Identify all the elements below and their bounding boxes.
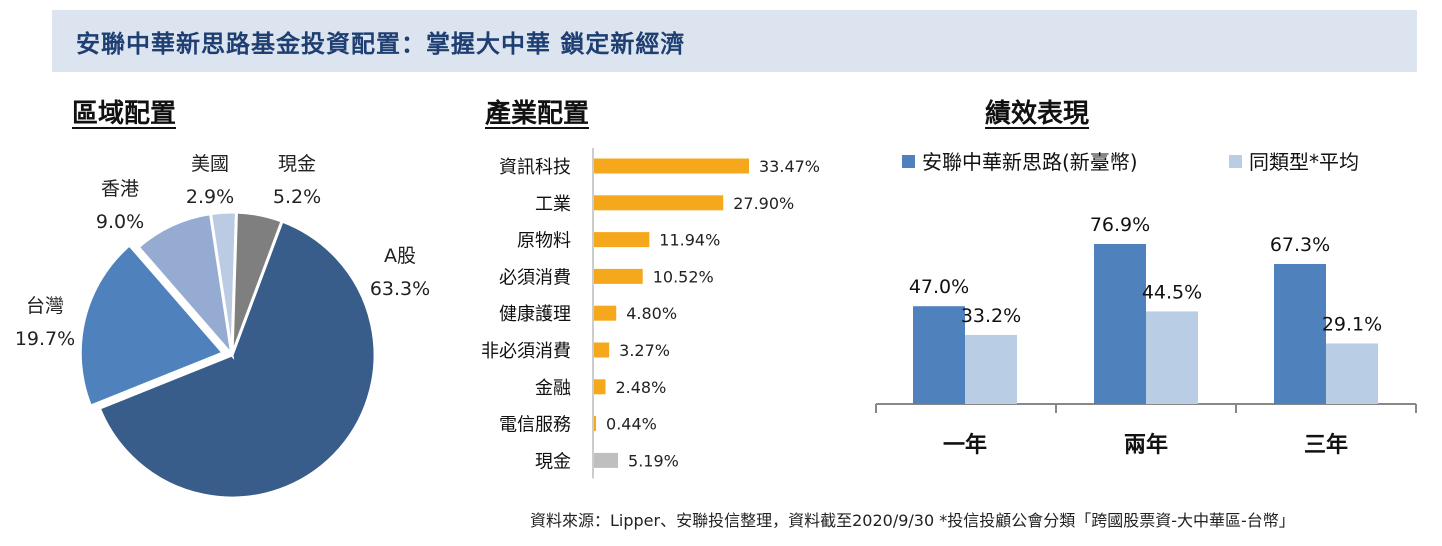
industry-value-label: 4.80% — [626, 304, 677, 323]
industry-bar — [594, 195, 724, 211]
pie-slice — [97, 219, 377, 500]
legend-label: 安聯中華新思路(新臺幣) — [922, 150, 1138, 174]
industry-value-label: 27.90% — [733, 194, 794, 213]
industry-category-label: 金融 — [535, 378, 571, 399]
legend-swatch — [1229, 155, 1242, 168]
industry-category-label: 必須消費 — [499, 267, 571, 288]
pie-slice — [136, 211, 235, 360]
performance-category-label: 三年 — [1304, 432, 1348, 458]
pie-slice-label: 現金 — [278, 153, 316, 175]
industry-value-label: 3.27% — [619, 341, 670, 360]
industry-bar — [594, 452, 619, 468]
industry-category-label: 電信服務 — [499, 415, 571, 436]
performance-section-title: 績效表現 — [985, 99, 1090, 129]
region-pie-chart: A股 63.3% 台灣 19.7% 香港 9.0% 美國 2.9% 現金 5.2% — [15, 153, 430, 500]
title-banner: 安聯中華新思路基金投資配置：掌握大中華 鎖定新經濟 — [52, 10, 1417, 72]
industry-bar — [594, 416, 597, 432]
industry-value-label: 0.44% — [606, 415, 657, 434]
industry-category-label: 非必須消費 — [481, 341, 571, 362]
industry-category-label: 原物料 — [517, 231, 571, 252]
pie-slice-label: 美國 — [191, 153, 229, 175]
industry-value-label: 5.19% — [628, 451, 679, 470]
industry-value-label: 33.47% — [759, 157, 820, 176]
legend-swatch — [902, 155, 915, 168]
industry-bar-chart: 資訊科技 33.47% 工業 27.90% 原物料 11.94% 必須消費 10.52% 健康護… — [481, 148, 820, 479]
performance-bar — [965, 334, 1017, 404]
pie-slice-value-label: 9.0% — [96, 211, 144, 233]
region-section-title: 區域配置 — [72, 99, 177, 129]
pie-slice-label: A股 — [384, 245, 416, 267]
pie-slice — [230, 210, 285, 356]
performance-bar — [1094, 244, 1146, 404]
legend-label: 同類型*平均 — [1249, 150, 1359, 174]
industry-bar — [594, 232, 650, 248]
performance-bar — [913, 306, 965, 404]
industry-bar — [594, 268, 643, 284]
industry-value-label: 11.94% — [659, 231, 720, 250]
pie-slice-value-label: 63.3% — [370, 278, 430, 300]
industry-category-label: 現金 — [535, 451, 571, 472]
industry-bar — [594, 342, 610, 358]
industry-bar — [594, 305, 617, 321]
industry-category-label: 工業 — [535, 194, 571, 215]
performance-value-label: 44.5% — [1142, 281, 1202, 303]
industry-value-label: 10.52% — [653, 267, 714, 286]
performance-category-label: 兩年 — [1124, 432, 1168, 458]
pie-slice-value-label: 5.2% — [273, 186, 321, 208]
performance-bar — [1274, 263, 1326, 404]
industry-category-label: 健康護理 — [499, 304, 571, 325]
pie-slice-value-label: 2.9% — [186, 186, 234, 208]
performance-value-label: 67.3% — [1270, 234, 1330, 256]
performance-value-label: 47.0% — [909, 276, 969, 298]
industry-value-label: 2.48% — [615, 378, 666, 397]
industry-section-title: 產業配置 — [485, 99, 590, 129]
performance-value-label: 29.1% — [1322, 313, 1382, 335]
performance-bar — [1146, 311, 1198, 404]
industry-category-label: 資訊科技 — [499, 157, 571, 178]
performance-bar-chart: 安聯中華新思路(新臺幣) 同類型*平均 47.0% 33.2% 一年 76.9% 44.5%… — [875, 150, 1417, 458]
source-note: 資料來源：Lipper、安聯投信整理，資料截至2020/9/30 *投信投顧公會… — [530, 511, 1295, 530]
performance-category-label: 一年 — [943, 432, 987, 458]
pie-slice-label: 香港 — [101, 178, 139, 200]
performance-value-label: 76.9% — [1090, 214, 1150, 236]
industry-bar — [594, 379, 606, 395]
pie-slice-label: 台灣 — [26, 295, 64, 317]
performance-bar — [1326, 343, 1378, 404]
industry-bar — [594, 158, 749, 174]
page-title: 安聯中華新思路基金投資配置：掌握大中華 鎖定新經濟 — [76, 30, 686, 58]
pie-slice-value-label: 19.7% — [15, 328, 75, 350]
performance-value-label: 33.2% — [961, 305, 1021, 327]
pie-slice — [78, 242, 226, 409]
